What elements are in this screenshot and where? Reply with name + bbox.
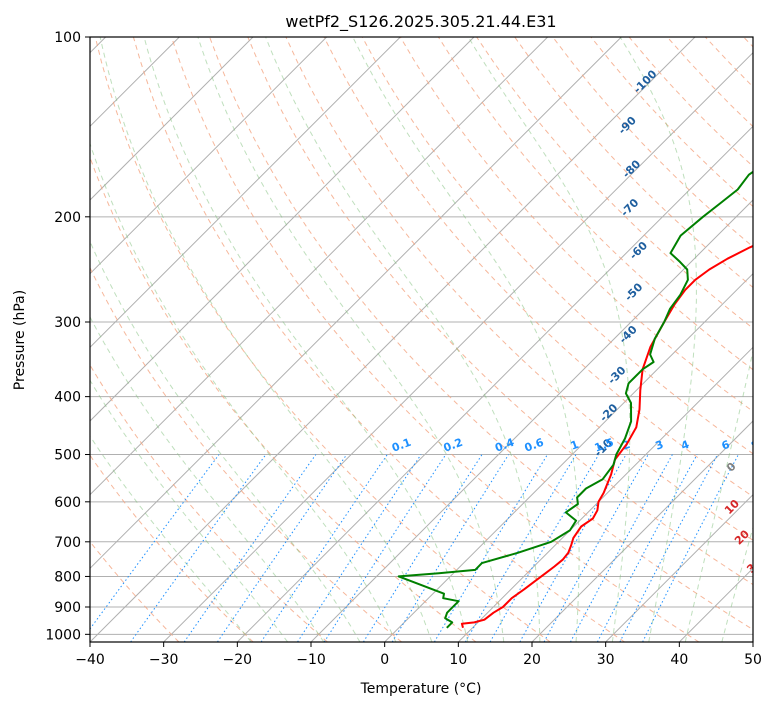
mixing-ratio-line	[323, 454, 447, 642]
moist-adiabat	[90, 379, 289, 642]
isotherm	[90, 37, 401, 349]
dry-adiabat	[90, 540, 180, 642]
y-tick-label: 500	[54, 448, 81, 464]
background-lines	[90, 37, 753, 642]
moist-adiabat	[90, 435, 252, 642]
x-tick-label: −20	[223, 652, 253, 668]
mixing-ratio-line	[183, 454, 317, 642]
dry-adiabat	[285, 37, 753, 541]
dry-adiabat	[171, 37, 700, 642]
mixing-ratio-label: 0.2	[442, 436, 465, 455]
x-tick-label: 20	[523, 652, 541, 668]
moist-adiabat	[265, 37, 541, 642]
x-tick-label: −40	[75, 652, 105, 668]
dry-adiabat	[90, 454, 254, 642]
y-tick-label: 300	[54, 315, 81, 331]
isotherm	[90, 37, 328, 275]
mixing-ratio-line	[464, 454, 577, 642]
moist-adiabat	[467, 37, 631, 642]
mixing-ratio-line	[297, 454, 422, 642]
isotherm	[384, 272, 753, 642]
x-axis-label: Temperature (°C)	[360, 681, 482, 697]
moist-adiabat	[90, 142, 397, 642]
y-tick-label: 900	[54, 600, 81, 616]
profile-series	[397, 170, 753, 629]
y-tick-label: 700	[54, 535, 81, 551]
y-tick-label: 100	[54, 30, 81, 46]
axes: −40 −30 −20 −10 0 10 20 30 40 5010020030040050060…	[45, 30, 762, 668]
mixing-ratio-label: 0.6	[523, 436, 546, 455]
y-tick-label: 800	[54, 569, 81, 585]
isotherm	[605, 493, 753, 642]
mixing-ratio-line	[596, 454, 698, 642]
dry-adiabat	[361, 37, 753, 455]
moist-adiabat	[90, 240, 361, 642]
x-tick-label: 30	[597, 652, 615, 668]
x-tick-label: −10	[296, 652, 326, 668]
mixing-ratio-line	[569, 454, 673, 642]
isotherm	[90, 37, 254, 201]
dry-adiabat	[514, 37, 753, 289]
y-tick-label: 200	[54, 210, 81, 226]
moist-adiabat-label: 30	[744, 555, 764, 575]
mixing-ratio-line	[90, 454, 220, 630]
chart-title: wetPf2_S126.2025.305.21.44.E31	[285, 12, 556, 32]
mixing-ratio-label: 4	[679, 438, 691, 453]
moist-adiabat	[352, 37, 580, 642]
isotherm	[457, 346, 753, 642]
moist-adiabat	[99, 37, 433, 642]
isotherm	[163, 51, 753, 642]
x-tick-label: −30	[149, 652, 179, 668]
dry-adiabat	[323, 37, 753, 498]
y-tick-label: 400	[54, 390, 81, 406]
dewpoint-profile-line	[397, 170, 753, 629]
y-tick-label: 1000	[45, 627, 81, 643]
mixing-ratio-line	[519, 454, 627, 642]
dry-adiabat	[94, 37, 551, 642]
isotherm	[531, 420, 753, 642]
mixing-ratio-label: 0.1	[390, 436, 413, 455]
mixing-ratio-line	[130, 454, 267, 642]
x-tick-label: 10	[449, 652, 467, 668]
mixing-ratio-line	[216, 454, 348, 642]
dry-adiabat	[132, 37, 625, 642]
dry-adiabat	[90, 364, 328, 642]
mixing-ratio-line	[433, 454, 548, 642]
dry-adiabat	[209, 37, 753, 631]
isotherm	[90, 37, 475, 422]
temperature-profile-line	[460, 244, 753, 629]
mixing-ratio-label: 8	[749, 438, 761, 453]
isotherm	[310, 199, 753, 642]
isotherm	[90, 37, 549, 496]
isotherm	[90, 37, 622, 570]
y-tick-label: 600	[54, 495, 81, 511]
mixing-ratio-line	[489, 454, 600, 642]
plot-frame	[89, 36, 754, 643]
dry-adiabat	[399, 37, 753, 413]
mixing-ratio-label: 1	[569, 438, 581, 453]
mixing-ratio-label: 1.5	[593, 436, 616, 455]
dry-adiabat	[90, 266, 403, 642]
dry-adiabat	[247, 37, 753, 586]
dry-adiabat	[90, 155, 477, 642]
x-tick-label: 0	[380, 652, 389, 668]
mixing-ratio-label: 0.4	[493, 436, 516, 455]
mixing-ratio-label: 3	[654, 438, 666, 453]
x-tick-label: 40	[670, 652, 688, 668]
x-tick-label: 50	[744, 652, 762, 668]
mixing-ratio-line	[260, 454, 388, 642]
mixing-ratio-label: 6	[720, 438, 732, 453]
moist-adiabat	[143, 37, 469, 642]
y-axis-label: Pressure (hPa)	[12, 290, 28, 390]
